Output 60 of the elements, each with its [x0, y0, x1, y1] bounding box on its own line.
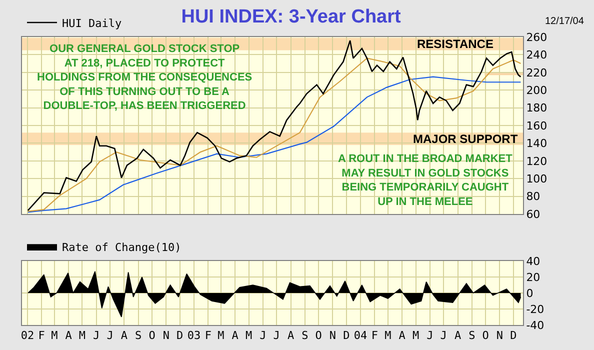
y-tick-label: 240	[526, 48, 548, 62]
x-tick-label: M	[245, 329, 252, 342]
x-tick-label: A	[65, 329, 72, 342]
annotation: OUR GENERAL GOLD STOCK STOP AT 218, PLACED TO PROTECT HOLDINGS FROM THE CONSEQUENCES OF THIS TURNING OUT TO BE A DOUBLE-TOP, HAS BEEN TRIGGERED	[37, 43, 252, 112]
band-label: RESISTANCE	[417, 37, 494, 51]
legend-label: HUI Daily	[62, 16, 122, 30]
x-tick-label: S	[135, 329, 142, 342]
y-tick-label: 120	[526, 154, 548, 168]
chart-title: HUI INDEX: 3-Year Chart	[181, 6, 402, 28]
x-tick-label: O	[148, 329, 156, 342]
x-tick-label: A	[232, 329, 239, 342]
x-tick-label: O	[315, 329, 322, 342]
legend-label: Rate of Change(10)	[62, 240, 182, 254]
x-tick-label: F	[371, 329, 378, 342]
y-tick-label: 60	[526, 208, 540, 221]
y-tick-label: 260	[526, 30, 548, 44]
x-tick-label: 03	[187, 329, 201, 342]
x-tick-label: J	[426, 329, 434, 342]
y-tick-label: 0	[526, 286, 534, 300]
x-tick-label: S	[302, 329, 308, 342]
x-tick-label: N	[329, 329, 336, 342]
y-tick-label: 140	[526, 137, 548, 150]
x-tick-label: M	[51, 329, 58, 342]
x-tick-label: J	[260, 329, 266, 342]
band-label: MAJOR SUPPORT	[413, 132, 518, 146]
x-tick-label: S	[468, 329, 476, 342]
y-tick-label: 80	[526, 190, 540, 204]
y-tick-label: 100	[526, 172, 548, 186]
text: 12/17/04	[545, 16, 584, 27]
x-tick-label: M	[384, 329, 392, 342]
x-tick-label: M	[78, 329, 86, 342]
x-tick-label: J	[440, 329, 447, 342]
y-tick-label: 220	[526, 66, 548, 80]
y-tick-label: 200	[526, 84, 548, 97]
x-tick-label: F	[38, 329, 45, 342]
y-tick-label: 40	[526, 254, 540, 268]
x-tick-label: M	[412, 329, 420, 342]
x-tick-label: A	[454, 329, 462, 342]
y-tick-label: 160	[526, 119, 548, 132]
x-tick-label: A	[120, 329, 128, 342]
x-tick-label: D	[176, 329, 184, 342]
x-tick-label: N	[496, 329, 504, 342]
x-tick-label: D	[343, 329, 350, 342]
x-tick-label: D	[510, 329, 517, 342]
y-tick-label: 180	[526, 102, 548, 115]
x-tick-label: J	[93, 329, 100, 342]
x-tick-label: M	[218, 329, 225, 342]
x-tick-label: O	[482, 329, 489, 342]
x-tick-label: 04	[354, 329, 368, 342]
y-tick-label: -40	[526, 318, 544, 332]
x-tick-label: A	[398, 329, 406, 342]
x-tick-label: F	[204, 329, 212, 342]
x-tick-label: J	[273, 329, 280, 342]
x-tick-label: N	[162, 329, 170, 342]
x-tick-label: J	[106, 329, 114, 342]
annotation: A ROUT IN THE BROAD MARKET MAY RESULT IN GOLD STOCKS BEING TEMPORARILY CAUGHT UP IN THE MELEE	[338, 153, 513, 208]
y-tick-label: 20	[526, 270, 540, 284]
x-tick-label: A	[287, 329, 294, 342]
x-tick-label: 02	[20, 329, 34, 342]
y-tick-label: -20	[526, 302, 544, 316]
